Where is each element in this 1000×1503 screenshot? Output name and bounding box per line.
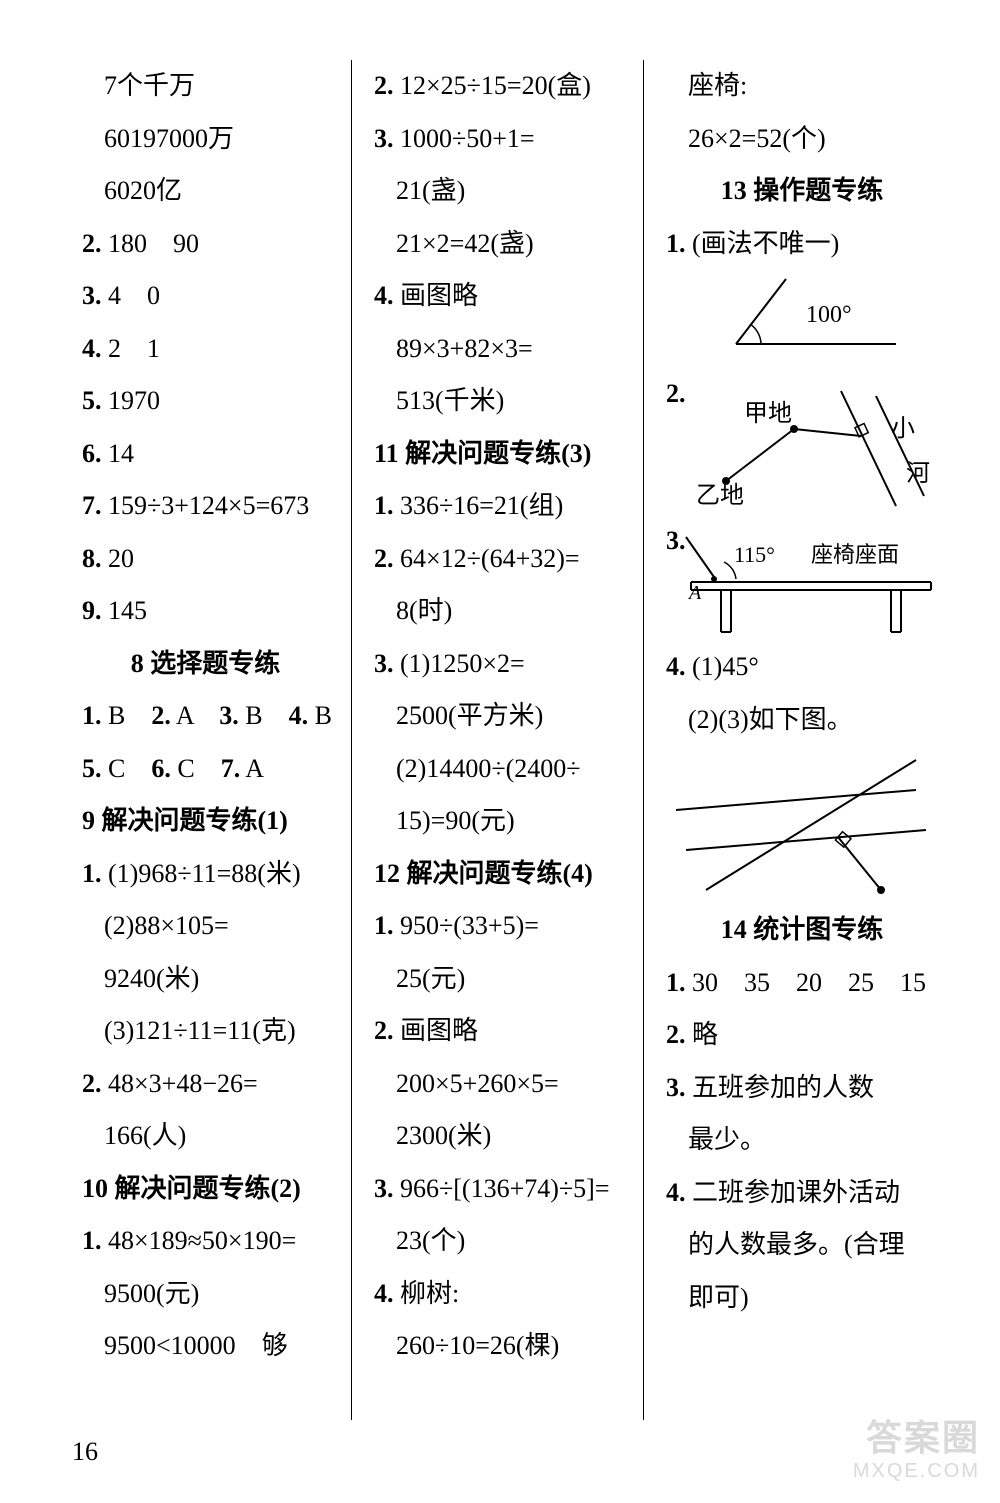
section-8-title: 8 选择题专练 (74, 638, 337, 691)
text-line: 9240(米) (74, 953, 337, 1006)
text-line: 166(人) (74, 1110, 337, 1163)
text-line: (2)14400÷(2400÷ (366, 743, 629, 796)
section-9-title: 9 解决问题专练(1) (74, 795, 337, 848)
text-line: 1. B 2. A 3. B 4. B (74, 690, 337, 743)
text-line: 200×5+260×5= (366, 1058, 629, 1111)
diagram-4 (666, 750, 946, 900)
text-line: 23(个) (366, 1215, 629, 1268)
text-line: 8. 20 (74, 533, 337, 586)
text-line: 3. (1)1250×2= (366, 638, 629, 691)
item4-lines: 4. (1)45°(2)(3)如下图。 (658, 641, 946, 746)
watermark-line2: MXQE.COM (853, 1459, 980, 1483)
text-line: 2300(米) (366, 1110, 629, 1163)
text-line: 8(时) (366, 585, 629, 638)
text-line: 15)=90(元) (366, 795, 629, 848)
column-2: 2. 12×25÷15=20(盒)3. 1000÷50+1=21(盏)21×2=… (351, 60, 643, 1420)
col1-block: 7个千万60197000万6020亿2. 180 903. 4 04. 2 15… (74, 60, 337, 638)
text-line: 4. 柳树: (366, 1268, 629, 1321)
columns-container: 7个千万60197000万6020亿2. 180 903. 4 04. 2 15… (60, 60, 960, 1420)
text-line: 3. 1000÷50+1= (366, 113, 629, 166)
angle-100-label: 100° (806, 302, 852, 328)
text-line: 1. (1)968÷11=88(米) (74, 848, 337, 901)
text-line: 座椅: (658, 60, 946, 113)
text-line: 4. (1)45° (658, 641, 946, 694)
text-line: 2. 略 (658, 1009, 946, 1062)
text-line: 5. 1970 (74, 375, 337, 428)
section-14-title: 14 统计图专练 (658, 904, 946, 957)
text-line: 4. 2 1 (74, 323, 337, 376)
col3-top: 座椅:26×2=52(个) (658, 60, 946, 165)
svg-text:座椅座面: 座椅座面 (811, 542, 899, 567)
col1-sec9: 1. (1)968÷11=88(米)(2)88×105=9240(米)(3)12… (74, 848, 337, 1163)
text-line: 的人数最多。(合理 (658, 1219, 946, 1272)
svg-text:乙地: 乙地 (696, 482, 744, 509)
svg-text:河: 河 (906, 460, 930, 487)
text-line: 2500(平方米) (366, 690, 629, 743)
text-line: 1. 336÷16=21(组) (366, 480, 629, 533)
text-line: 7. 159÷3+124×5=673 (74, 480, 337, 533)
text-line: 26×2=52(个) (658, 113, 946, 166)
text-line: 9. 145 (74, 585, 337, 638)
diagram-1: 100° (666, 274, 946, 364)
text-line: 3. 五班参加的人数 (658, 1062, 946, 1115)
svg-text:小: 小 (891, 415, 915, 442)
text-line: 260÷10=26(棵) (366, 1320, 629, 1373)
col1-sec8: 1. B 2. A 3. B 4. B5. C 6. C 7. A (74, 690, 337, 795)
text-line: 6. 14 (74, 428, 337, 481)
section-10-title: 10 解决问题专练(2) (74, 1163, 337, 1216)
text-line: (3)121÷11=11(克) (74, 1005, 337, 1058)
section-12-title: 12 解决问题专练(4) (366, 848, 629, 901)
text-line: 7个千万 (74, 60, 337, 113)
text-line: 21(盏) (366, 165, 629, 218)
column-3: 座椅:26×2=52(个) 13 操作题专练 1. 1. (画法不唯一)(画法不… (643, 60, 960, 1420)
diagram-3: A 115° 座椅座面 (666, 527, 946, 637)
text-line: 2. 12×25÷15=20(盒) (366, 60, 629, 113)
col2-sec11: 1. 336÷16=21(组)2. 64×12÷(64+32)=8(时)3. (… (366, 480, 629, 848)
text-line: 2. 画图略 (366, 1005, 629, 1058)
col3-sec14: 1. 30 35 20 25 152. 略3. 五班参加的人数最少。4. 二班参… (658, 957, 946, 1325)
text-line: 513(千米) (366, 375, 629, 428)
section-13-title: 13 操作题专练 (658, 165, 946, 218)
text-line: 最少。 (658, 1114, 946, 1167)
text-line: 2. 48×3+48−26= (74, 1058, 337, 1111)
svg-text:甲地: 甲地 (744, 400, 792, 427)
text-line: 9500(元) (74, 1268, 337, 1321)
svg-text:A: A (687, 582, 702, 604)
watermark-line1: 答案圈 (853, 1416, 980, 1459)
col2-block1: 2. 12×25÷15=20(盒)3. 1000÷50+1=21(盏)21×2=… (366, 60, 629, 428)
text-line: 9500<10000 够 (74, 1320, 337, 1373)
text-line: 5. C 6. C 7. A (74, 743, 337, 796)
text-line: 4. 画图略 (366, 270, 629, 323)
text-line: 3. 4 0 (74, 270, 337, 323)
text-line: (2)88×105= (74, 900, 337, 953)
text-line: 89×3+82×3= (366, 323, 629, 376)
text-line: 1. 30 35 20 25 15 (658, 957, 946, 1010)
svg-text:115°: 115° (734, 542, 775, 567)
text-line: 2. 64×12÷(64+32)= (366, 533, 629, 586)
text-line: (2)(3)如下图。 (658, 694, 946, 747)
diagram-2: 甲地 乙地 小 河 (666, 381, 946, 511)
col2-sec12: 1. 950÷(33+5)=25(元)2. 画图略200×5+260×5=230… (366, 900, 629, 1373)
col1-sec10: 1. 48×189≈50×190=9500(元)9500<10000 够 (74, 1215, 337, 1373)
page-number: 16 (72, 1437, 98, 1467)
text-line: 6020亿 (74, 165, 337, 218)
text-line: 即可) (658, 1272, 946, 1325)
text-line: 3. 966÷[(136+74)÷5]= (366, 1163, 629, 1216)
text-line: 1. 950÷(33+5)= (366, 900, 629, 953)
text-line: 4. 二班参加课外活动 (658, 1167, 946, 1220)
text-line: 2. 180 90 (74, 218, 337, 271)
text-line: 60197000万 (74, 113, 337, 166)
text-line: 1. 48×189≈50×190= (74, 1215, 337, 1268)
text-line: 25(元) (366, 953, 629, 1006)
text-line: 21×2=42(盏) (366, 218, 629, 271)
watermark: 答案圈 MXQE.COM (853, 1416, 980, 1483)
column-1: 7个千万60197000万6020亿2. 180 903. 4 04. 2 15… (60, 60, 351, 1420)
item-1-label: 1. 1. (画法不唯一)(画法不唯一) (658, 218, 946, 271)
section-11-title: 11 解决问题专练(3) (366, 428, 629, 481)
